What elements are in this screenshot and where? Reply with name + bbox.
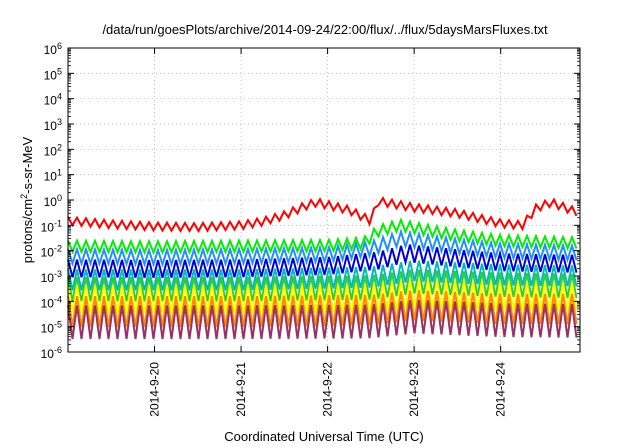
y-axis-label-sup: 2 xyxy=(19,194,29,199)
series-line xyxy=(67,195,578,234)
y-tick-base: 10 xyxy=(41,322,55,336)
x-tick-label: 2014-9-24 xyxy=(494,362,508,417)
chart-title: /data/run/goesPlots/archive/2014-09-24/2… xyxy=(102,22,548,37)
x-tick-label: 2014-9-21 xyxy=(234,362,248,417)
y-tick-exponent: 4 xyxy=(57,92,62,102)
series-line xyxy=(67,299,578,340)
y-tick-label: 101 xyxy=(44,168,62,184)
y-tick-exponent: 2 xyxy=(57,142,62,152)
y-tick-label: 10-4 xyxy=(41,294,62,310)
y-axis-label-rest: -s-sr-MeV xyxy=(20,136,35,193)
series-line xyxy=(67,227,578,268)
x-axis-label: Coordinated Universal Time (UTC) xyxy=(224,429,423,444)
y-tick-label: 10-6 xyxy=(41,345,62,361)
x-tick-label: 2014-9-20 xyxy=(148,362,162,417)
y-tick-label: 10-5 xyxy=(41,320,62,336)
y-tick-exponent: -6 xyxy=(54,345,62,355)
x-tick-label: 2014-9-23 xyxy=(407,362,421,417)
y-tick-label: 10-2 xyxy=(41,244,62,260)
series-line xyxy=(67,280,578,314)
y-tick-exponent: 0 xyxy=(57,193,62,203)
y-tick-label: 105 xyxy=(44,66,62,82)
y-tick-base: 10 xyxy=(44,195,58,209)
y-tick-base: 10 xyxy=(41,220,55,234)
y-axis-ticks: 10-610-510-410-310-210-11001011021031041… xyxy=(41,41,580,361)
y-tick-label: 100 xyxy=(44,193,62,209)
x-axis-ticks: 2014-9-20 2014-9-21 2014-9-22 2014-9-23 2014… xyxy=(148,48,508,417)
y-axis-label-main: protons/cm xyxy=(20,199,35,263)
y-tick-base: 10 xyxy=(44,119,58,133)
series-line xyxy=(67,290,578,327)
series-line xyxy=(67,269,578,302)
y-tick-exponent: 6 xyxy=(57,41,62,51)
series-layer xyxy=(67,195,578,340)
y-tick-exponent: -4 xyxy=(54,294,62,304)
y-tick-base: 10 xyxy=(44,170,58,184)
y-tick-exponent: -2 xyxy=(54,244,62,254)
y-tick-label: 106 xyxy=(44,41,62,57)
series-line xyxy=(67,260,578,291)
y-tick-exponent: -5 xyxy=(54,320,62,330)
x-tick-label: 2014-9-22 xyxy=(321,362,335,417)
y-tick-label: 10-1 xyxy=(41,218,62,234)
series-line xyxy=(67,244,578,278)
y-tick-base: 10 xyxy=(44,43,58,57)
y-tick-base: 10 xyxy=(41,246,55,260)
y-tick-base: 10 xyxy=(44,94,58,108)
y-tick-label: 104 xyxy=(44,92,62,108)
y-tick-label: 102 xyxy=(44,142,62,158)
y-tick-exponent: -3 xyxy=(54,269,62,279)
y-tick-exponent: 1 xyxy=(57,168,62,178)
y-axis-label: protons/cm2-s-sr-MeV xyxy=(19,136,35,263)
series-line xyxy=(67,217,578,256)
y-tick-base: 10 xyxy=(44,68,58,82)
y-tick-base: 10 xyxy=(44,144,58,158)
y-tick-base: 10 xyxy=(41,296,55,310)
y-tick-exponent: 3 xyxy=(57,117,62,127)
y-tick-exponent: -1 xyxy=(54,218,62,228)
y-tick-label: 103 xyxy=(44,117,62,133)
y-tick-exponent: 5 xyxy=(57,66,62,76)
y-tick-base: 10 xyxy=(41,347,55,361)
y-tick-label: 10-3 xyxy=(41,269,62,285)
y-tick-base: 10 xyxy=(41,271,55,285)
